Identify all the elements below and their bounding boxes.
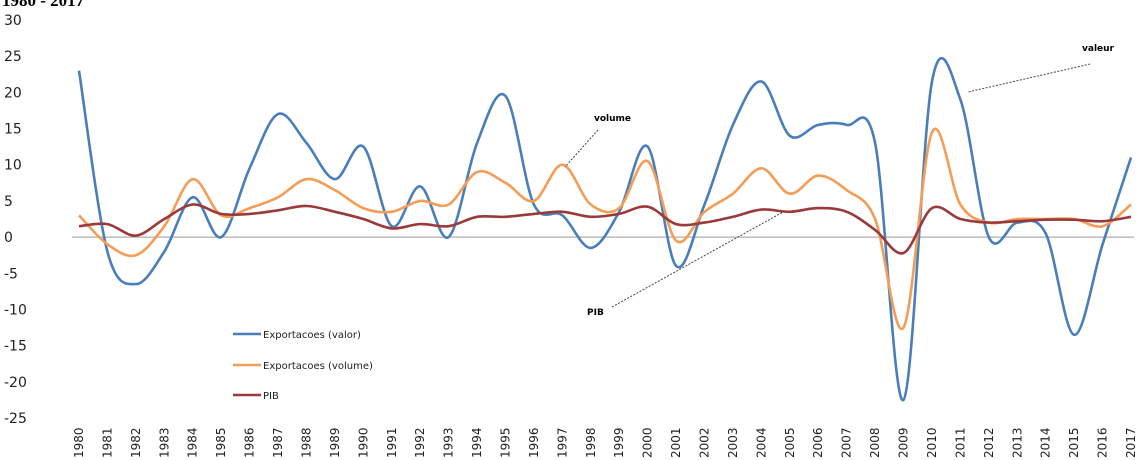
x-tick-label: 1986 <box>243 427 257 458</box>
y-tick-label: 5 <box>4 194 13 210</box>
x-tick-label: 2012 <box>982 427 996 458</box>
x-tick-label: 2006 <box>811 427 825 458</box>
annotation-label: valeur <box>1082 44 1115 54</box>
x-tick-label: 1994 <box>470 427 484 458</box>
x-tick-label: 2008 <box>868 427 882 458</box>
x-tick-label: 1980 <box>72 427 86 458</box>
series-pib-line <box>78 203 1132 255</box>
x-tick-label: 1991 <box>385 427 399 458</box>
x-tick-label: 1995 <box>498 427 512 458</box>
x-tick-label: 2014 <box>1039 427 1053 458</box>
legend-label: Exportacoes (valor) <box>263 330 361 341</box>
x-tick-label: 1984 <box>186 427 200 458</box>
annotation-leader-line <box>611 211 784 308</box>
series-lines <box>77 56 1133 402</box>
x-tick-label: 2009 <box>897 427 911 458</box>
series-volume-line <box>78 127 1132 331</box>
x-tick-label: 1988 <box>299 427 313 458</box>
y-tick-label: 10 <box>4 158 22 174</box>
x-tick-label: 1982 <box>129 427 143 458</box>
y-tick-label: 25 <box>4 49 22 65</box>
series-valor-line <box>77 56 1133 402</box>
annotation-leader-line <box>967 63 1091 93</box>
x-tick-label: 2007 <box>840 427 854 458</box>
legend-label: Exportacoes (volume) <box>263 361 373 372</box>
annotation-label: volume <box>594 114 631 124</box>
y-tick-label: 30 <box>4 13 22 29</box>
x-tick-label: 1990 <box>356 427 370 458</box>
x-tick-label: 2015 <box>1067 427 1081 458</box>
x-tick-label: 1999 <box>612 427 626 458</box>
annotation-label: PIB <box>587 308 604 318</box>
legend: Exportacoes (valor) Exportacoes (volume) P… <box>233 330 373 402</box>
x-tick-label: 1981 <box>100 427 114 458</box>
x-tick-label: 2010 <box>925 427 939 458</box>
y-tick-label: 20 <box>4 85 22 101</box>
y-tick-label: -15 <box>4 339 27 355</box>
x-tick-label: 2011 <box>953 427 967 458</box>
y-tick-label: -5 <box>4 266 18 282</box>
y-tick-label: 0 <box>4 230 13 246</box>
x-axis: 1980 1981 1982 1983 1984 1985 1986 1987 1988 1989… <box>72 427 1138 458</box>
x-tick-label: 2017 <box>1124 427 1138 458</box>
x-tick-label: 2002 <box>698 427 712 458</box>
y-tick-label: -10 <box>4 302 27 318</box>
legend-label: PIB <box>263 391 279 402</box>
x-tick-label: 1998 <box>584 427 598 458</box>
x-tick-label: 2001 <box>669 427 683 458</box>
x-tick-label: 1992 <box>413 427 427 458</box>
x-tick-label: 2000 <box>641 427 655 458</box>
annotation-leader-line <box>564 129 599 168</box>
x-tick-label: 1989 <box>328 427 342 458</box>
x-tick-label: 2016 <box>1096 427 1110 458</box>
x-tick-label: 1985 <box>214 427 228 458</box>
y-tick-label: 15 <box>4 122 22 138</box>
annotations: valeur volume PIB <box>564 44 1115 318</box>
x-tick-label: 1987 <box>271 427 285 458</box>
chart-title: 1980 - 2017 <box>2 0 85 10</box>
x-tick-label: 1993 <box>442 427 456 458</box>
y-axis: 30 25 20 15 10 5 0 -5 -10 -15 -20 -25 <box>4 13 27 427</box>
x-tick-label: 1983 <box>157 427 171 458</box>
x-tick-label: 2003 <box>726 427 740 458</box>
x-tick-label: 1997 <box>555 427 569 458</box>
x-tick-label: 2005 <box>783 427 797 458</box>
y-tick-label: -20 <box>4 375 27 391</box>
y-tick-label: -25 <box>4 411 27 427</box>
x-tick-label: 1996 <box>527 427 541 458</box>
x-tick-label: 2004 <box>754 427 768 458</box>
x-tick-label: 2013 <box>1010 427 1024 458</box>
